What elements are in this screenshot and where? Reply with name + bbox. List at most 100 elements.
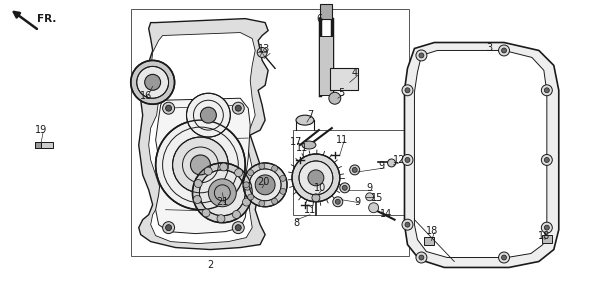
Circle shape bbox=[402, 219, 413, 230]
Circle shape bbox=[166, 105, 172, 111]
Circle shape bbox=[232, 222, 244, 234]
Circle shape bbox=[235, 225, 241, 231]
Polygon shape bbox=[139, 19, 268, 250]
Circle shape bbox=[419, 53, 424, 58]
Circle shape bbox=[166, 225, 172, 231]
Text: 6: 6 bbox=[317, 14, 323, 23]
Circle shape bbox=[280, 188, 286, 194]
Circle shape bbox=[545, 88, 549, 93]
Bar bbox=[131, 9, 409, 256]
Text: 3: 3 bbox=[486, 43, 492, 54]
Circle shape bbox=[329, 92, 341, 104]
Circle shape bbox=[545, 225, 549, 230]
Circle shape bbox=[402, 85, 413, 96]
Text: 20: 20 bbox=[257, 177, 270, 187]
Circle shape bbox=[259, 163, 265, 169]
Circle shape bbox=[292, 154, 340, 202]
Polygon shape bbox=[156, 98, 250, 234]
Text: 9: 9 bbox=[355, 197, 360, 207]
Circle shape bbox=[243, 163, 287, 207]
Circle shape bbox=[405, 157, 410, 163]
Circle shape bbox=[156, 120, 245, 210]
Circle shape bbox=[416, 50, 427, 61]
Text: 17: 17 bbox=[290, 137, 302, 147]
Bar bbox=[35, 142, 53, 148]
Circle shape bbox=[542, 222, 552, 233]
Circle shape bbox=[416, 252, 427, 263]
Circle shape bbox=[271, 166, 277, 172]
Circle shape bbox=[280, 175, 286, 182]
Circle shape bbox=[499, 45, 510, 56]
Text: 2: 2 bbox=[207, 260, 214, 271]
Text: 12: 12 bbox=[394, 155, 406, 165]
Text: 5: 5 bbox=[339, 88, 345, 98]
Text: 4: 4 bbox=[352, 68, 358, 78]
Circle shape bbox=[242, 198, 251, 206]
Circle shape bbox=[340, 183, 350, 193]
Circle shape bbox=[405, 88, 410, 93]
Polygon shape bbox=[414, 51, 547, 257]
Circle shape bbox=[248, 170, 254, 176]
Circle shape bbox=[137, 67, 169, 98]
Circle shape bbox=[402, 154, 413, 166]
Bar bbox=[319, 36, 333, 95]
Circle shape bbox=[163, 222, 175, 234]
Circle shape bbox=[257, 48, 267, 57]
Polygon shape bbox=[149, 33, 255, 244]
Circle shape bbox=[192, 163, 252, 223]
Circle shape bbox=[208, 179, 236, 207]
Circle shape bbox=[249, 169, 281, 201]
Circle shape bbox=[202, 209, 210, 217]
Circle shape bbox=[542, 85, 552, 96]
Circle shape bbox=[350, 165, 360, 175]
Bar bbox=[320, 4, 332, 19]
Bar bbox=[330, 68, 358, 90]
Bar bbox=[35, 142, 41, 148]
Text: 10: 10 bbox=[314, 183, 326, 193]
Text: 8: 8 bbox=[293, 218, 299, 228]
Bar bbox=[293, 130, 412, 215]
Bar bbox=[542, 234, 552, 243]
Text: 11: 11 bbox=[336, 135, 348, 145]
Circle shape bbox=[232, 210, 240, 219]
Text: 18: 18 bbox=[537, 231, 550, 240]
Text: 14: 14 bbox=[379, 209, 392, 219]
Text: 11: 11 bbox=[304, 205, 316, 215]
Text: 7: 7 bbox=[307, 110, 313, 120]
Circle shape bbox=[191, 155, 211, 175]
Circle shape bbox=[308, 170, 324, 186]
Text: 15: 15 bbox=[372, 193, 384, 203]
Circle shape bbox=[369, 203, 379, 213]
Circle shape bbox=[271, 198, 277, 204]
Text: 9: 9 bbox=[379, 161, 385, 171]
Circle shape bbox=[366, 193, 373, 201]
Circle shape bbox=[352, 167, 357, 172]
Text: 21: 21 bbox=[216, 197, 228, 207]
Circle shape bbox=[219, 163, 228, 171]
Text: 11: 11 bbox=[296, 143, 308, 153]
Circle shape bbox=[405, 222, 410, 227]
Circle shape bbox=[312, 194, 320, 202]
Circle shape bbox=[204, 167, 212, 175]
Circle shape bbox=[199, 170, 245, 216]
Circle shape bbox=[163, 102, 175, 114]
Circle shape bbox=[131, 61, 175, 104]
Circle shape bbox=[335, 199, 340, 204]
Circle shape bbox=[194, 180, 202, 188]
Text: 9: 9 bbox=[366, 183, 373, 193]
Circle shape bbox=[502, 48, 507, 53]
Text: FR.: FR. bbox=[37, 14, 57, 23]
Circle shape bbox=[333, 197, 343, 207]
Text: 18: 18 bbox=[426, 226, 438, 236]
Circle shape bbox=[201, 107, 217, 123]
Bar bbox=[424, 237, 434, 245]
Circle shape bbox=[299, 161, 333, 195]
Circle shape bbox=[388, 159, 395, 167]
Circle shape bbox=[235, 169, 242, 177]
Circle shape bbox=[145, 74, 160, 90]
Ellipse shape bbox=[296, 115, 314, 125]
Circle shape bbox=[255, 175, 275, 195]
Ellipse shape bbox=[302, 141, 316, 149]
Circle shape bbox=[419, 255, 424, 260]
Circle shape bbox=[248, 194, 254, 200]
